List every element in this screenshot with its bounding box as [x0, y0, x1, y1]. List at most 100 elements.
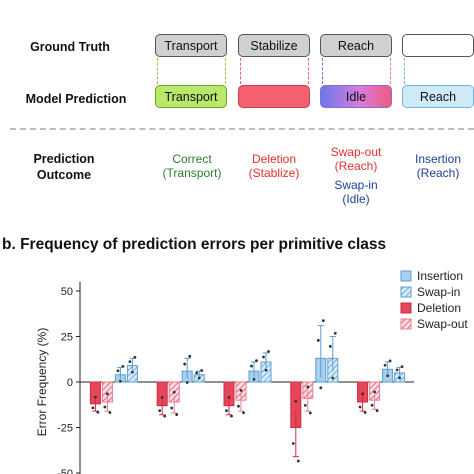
data-point — [333, 331, 337, 335]
bar-deletion — [357, 381, 369, 403]
bar-swap-out — [168, 381, 180, 403]
data-point — [373, 390, 376, 394]
data-point — [306, 385, 310, 389]
data-point — [303, 403, 307, 407]
data-point — [128, 360, 132, 364]
outcome-deletion-line2: (Stablize) — [248, 166, 300, 180]
data-point — [119, 379, 122, 383]
prediction-outcome-label: Prediction Outcome — [24, 151, 104, 183]
bar-swap-in — [327, 357, 339, 383]
data-point — [400, 365, 404, 369]
data-point — [106, 392, 109, 396]
outcome-insertion-line1: Insertion — [414, 152, 462, 166]
data-point — [183, 362, 187, 366]
bar-deletion — [89, 381, 101, 405]
data-point — [91, 406, 95, 410]
data-point — [361, 392, 364, 396]
bar-insertion — [114, 374, 126, 383]
data-point — [133, 355, 137, 359]
data-point — [242, 411, 245, 415]
bar-insertion — [382, 368, 394, 383]
data-point — [170, 406, 174, 410]
outcome-swap-out: Swap-out (Reach) — [314, 145, 398, 173]
prediction-outcome-line2: Outcome — [36, 168, 92, 182]
gt-box-stabilize: Stabilize — [238, 34, 310, 57]
bar-swap-in — [260, 361, 272, 383]
bar-deletion — [223, 381, 235, 407]
bar-swap-out — [302, 381, 314, 399]
data-point — [230, 414, 233, 418]
outcome-deletion-line1: Deletion — [251, 152, 297, 166]
data-point — [188, 355, 192, 358]
bar-insertion — [248, 370, 260, 383]
dash-connector — [308, 58, 309, 84]
data-point — [296, 459, 300, 463]
legend-swatch-deletion — [400, 302, 412, 314]
data-point — [237, 404, 240, 408]
y-axis-label: Error Frequency (%) — [35, 328, 49, 437]
data-point — [398, 376, 401, 380]
bar-swap-out — [101, 381, 113, 403]
outcome-swap-in-line2: (Idle) — [342, 192, 370, 206]
outcome-swap-in: Swap-in (Idle) — [314, 178, 398, 206]
y-tick-label: 25 — [61, 332, 73, 344]
ground-truth-label: Ground Truth — [30, 40, 110, 54]
pred-box-idle: Idle — [320, 85, 392, 108]
data-point — [375, 409, 379, 413]
data-point — [121, 364, 125, 368]
legend-label-swap-in: Swap-in — [417, 285, 460, 299]
bar-swap-in — [394, 372, 406, 383]
bar-insertion — [315, 357, 327, 383]
data-point — [94, 395, 97, 399]
legend-label-insertion: Insertion — [417, 269, 463, 283]
bar-deletion — [156, 381, 168, 407]
data-point — [331, 376, 335, 380]
data-point — [321, 319, 325, 323]
bar-swap-in — [126, 365, 138, 383]
data-point — [395, 368, 399, 372]
legend-swatch-swap-out — [400, 318, 412, 330]
gt-box-transport: Transport — [155, 34, 227, 57]
data-point — [200, 369, 204, 372]
section-divider — [10, 128, 474, 130]
y-tick-label: -50 — [57, 468, 73, 474]
data-point — [250, 364, 253, 368]
bar-deletion — [290, 381, 302, 428]
data-point — [370, 403, 374, 407]
outcome-insertion: Insertion (Reach) — [396, 152, 474, 180]
data-point — [386, 374, 389, 378]
dash-connector — [390, 58, 391, 84]
y-tick-label: -25 — [57, 423, 73, 435]
data-point — [195, 371, 199, 375]
data-point — [264, 368, 268, 372]
data-point — [175, 413, 179, 416]
dash-connector — [225, 58, 226, 84]
data-point — [294, 399, 298, 403]
data-point — [225, 409, 228, 413]
outcome-deletion: Deletion (Stablize) — [232, 152, 316, 180]
data-point — [160, 396, 164, 399]
dash-connector — [322, 58, 323, 84]
outcome-correct: Correct (Transport) — [150, 152, 234, 180]
bar-swap-out — [235, 381, 247, 401]
gt-box-reach: Reach — [320, 34, 392, 57]
dash-connector — [404, 58, 405, 84]
outcome-swap-out-line2: (Reach) — [334, 159, 378, 173]
bar-swap-out — [369, 381, 381, 401]
y-tick-label: 50 — [61, 286, 73, 298]
bar-insertion — [181, 370, 193, 383]
data-point — [319, 386, 323, 390]
data-point — [96, 410, 100, 414]
data-point — [108, 411, 112, 414]
dash-connector — [240, 58, 241, 84]
outcome-swap-in-line1: Swap-in — [334, 178, 378, 192]
data-point — [227, 396, 231, 399]
data-point — [363, 411, 367, 414]
data-point — [262, 355, 265, 359]
data-point — [383, 363, 387, 367]
data-point — [116, 369, 120, 373]
y-tick-label: 0 — [67, 377, 73, 389]
prediction-outcome-line1: Prediction — [33, 152, 95, 166]
data-point — [185, 381, 189, 384]
data-point — [197, 376, 201, 380]
